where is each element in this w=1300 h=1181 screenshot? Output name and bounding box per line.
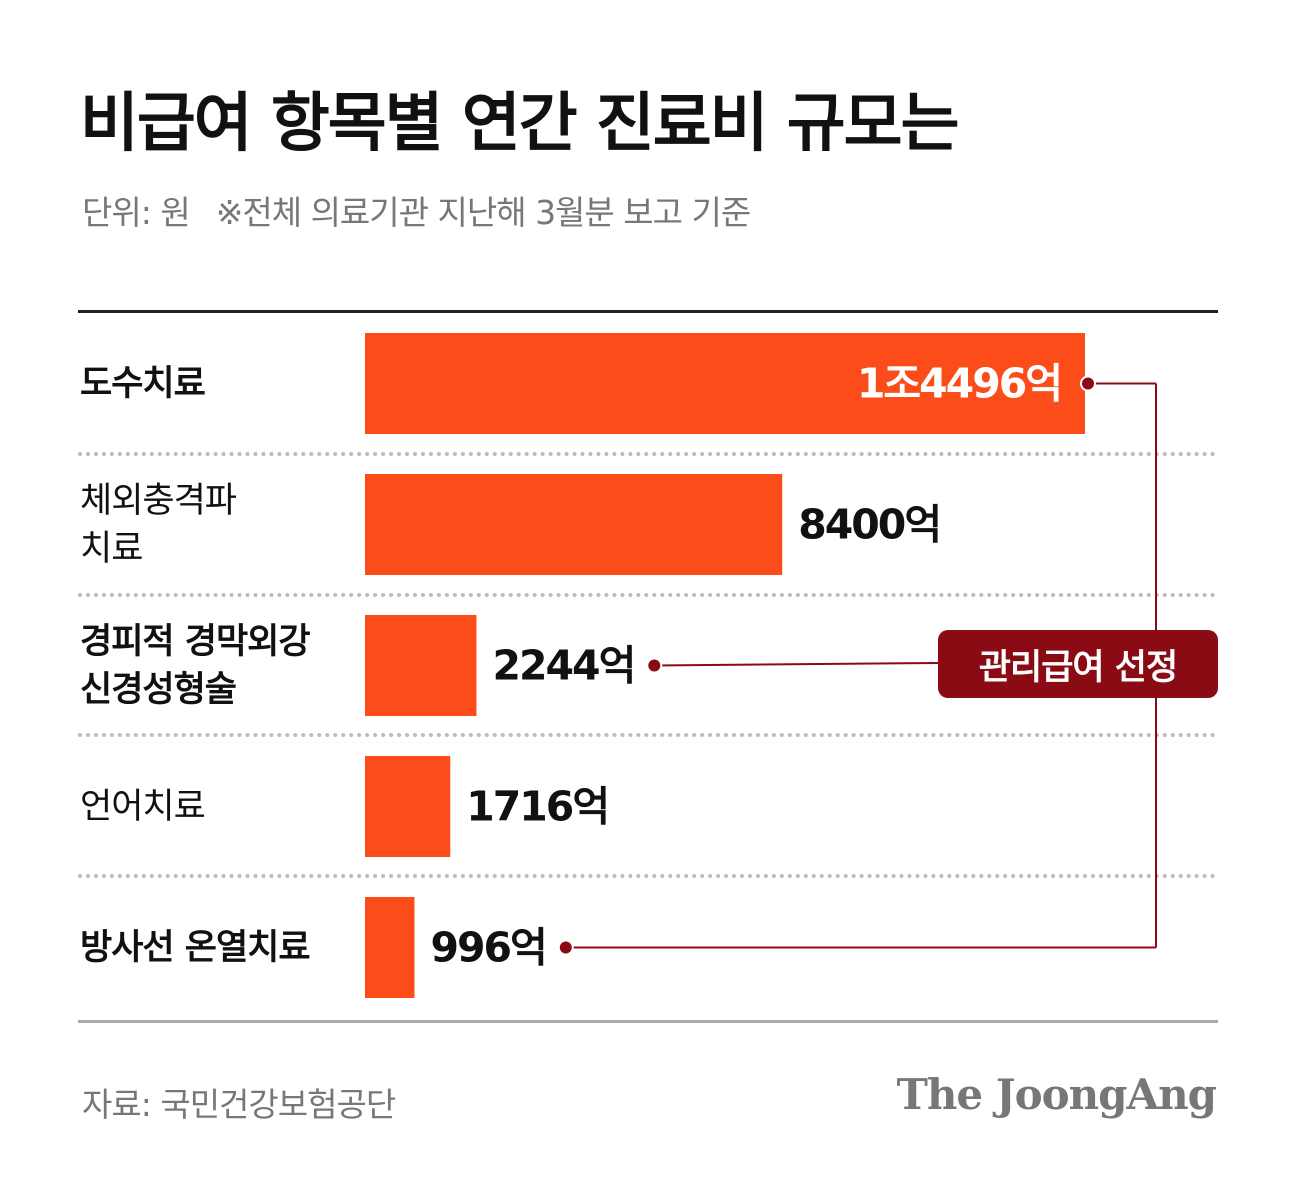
managed-benefit-callout: 관리급여 선정: [938, 630, 1218, 698]
bar: [365, 756, 451, 857]
chart-title: 비급여 항목별 연간 진료비 규모는: [80, 87, 959, 161]
bar: [365, 615, 477, 716]
category-label-line: 신경성형술: [80, 669, 237, 710]
category-label-line: 치료: [80, 528, 143, 569]
category-label-line: 언어치료: [80, 786, 206, 827]
brand-logo: The JoongAng: [896, 1070, 1217, 1119]
bar-value-label: 1716억: [466, 783, 608, 831]
bar-value-label: 996억: [430, 924, 545, 972]
connector-dot: [1080, 375, 1096, 392]
category-label: 도수치료: [80, 360, 206, 408]
row-divider: [78, 593, 1216, 597]
row-divider: [78, 733, 1216, 737]
row-divider: [78, 452, 1216, 456]
category-label-line: 체외충격파: [80, 480, 237, 521]
connector-dot: [557, 939, 574, 956]
chart-subtitle: 단위: 원 ※전체 의료기관 지난해 3월분 보고 기준: [82, 186, 751, 234]
bar: [365, 333, 1085, 434]
category-label-line: 경피적 경막외강: [80, 621, 311, 662]
connector-line: [654, 662, 939, 667]
category-label: 방사선 온열치료: [80, 924, 311, 972]
top-rule: [78, 310, 1218, 313]
bar-value-label: 2244억: [492, 642, 634, 690]
category-label-line: 방사선 온열치료: [80, 927, 311, 968]
category-label: 언어치료: [80, 783, 206, 831]
bar-value-label: 8400억: [798, 501, 940, 549]
bottom-rule: [78, 1020, 1218, 1023]
unit-note: 단위: 원: [82, 193, 191, 232]
bar: [365, 474, 783, 575]
category-label-line: 도수치료: [80, 363, 206, 404]
bar: [365, 897, 415, 998]
connector-dot: [646, 657, 663, 674]
bar-value-label: 1조4496억: [857, 360, 1061, 408]
basis-note: ※전체 의료기관 지난해 3월분 보고 기준: [215, 193, 751, 232]
row-divider: [78, 874, 1216, 878]
source-note: 자료: 국민건강보험공단: [82, 1085, 396, 1124]
